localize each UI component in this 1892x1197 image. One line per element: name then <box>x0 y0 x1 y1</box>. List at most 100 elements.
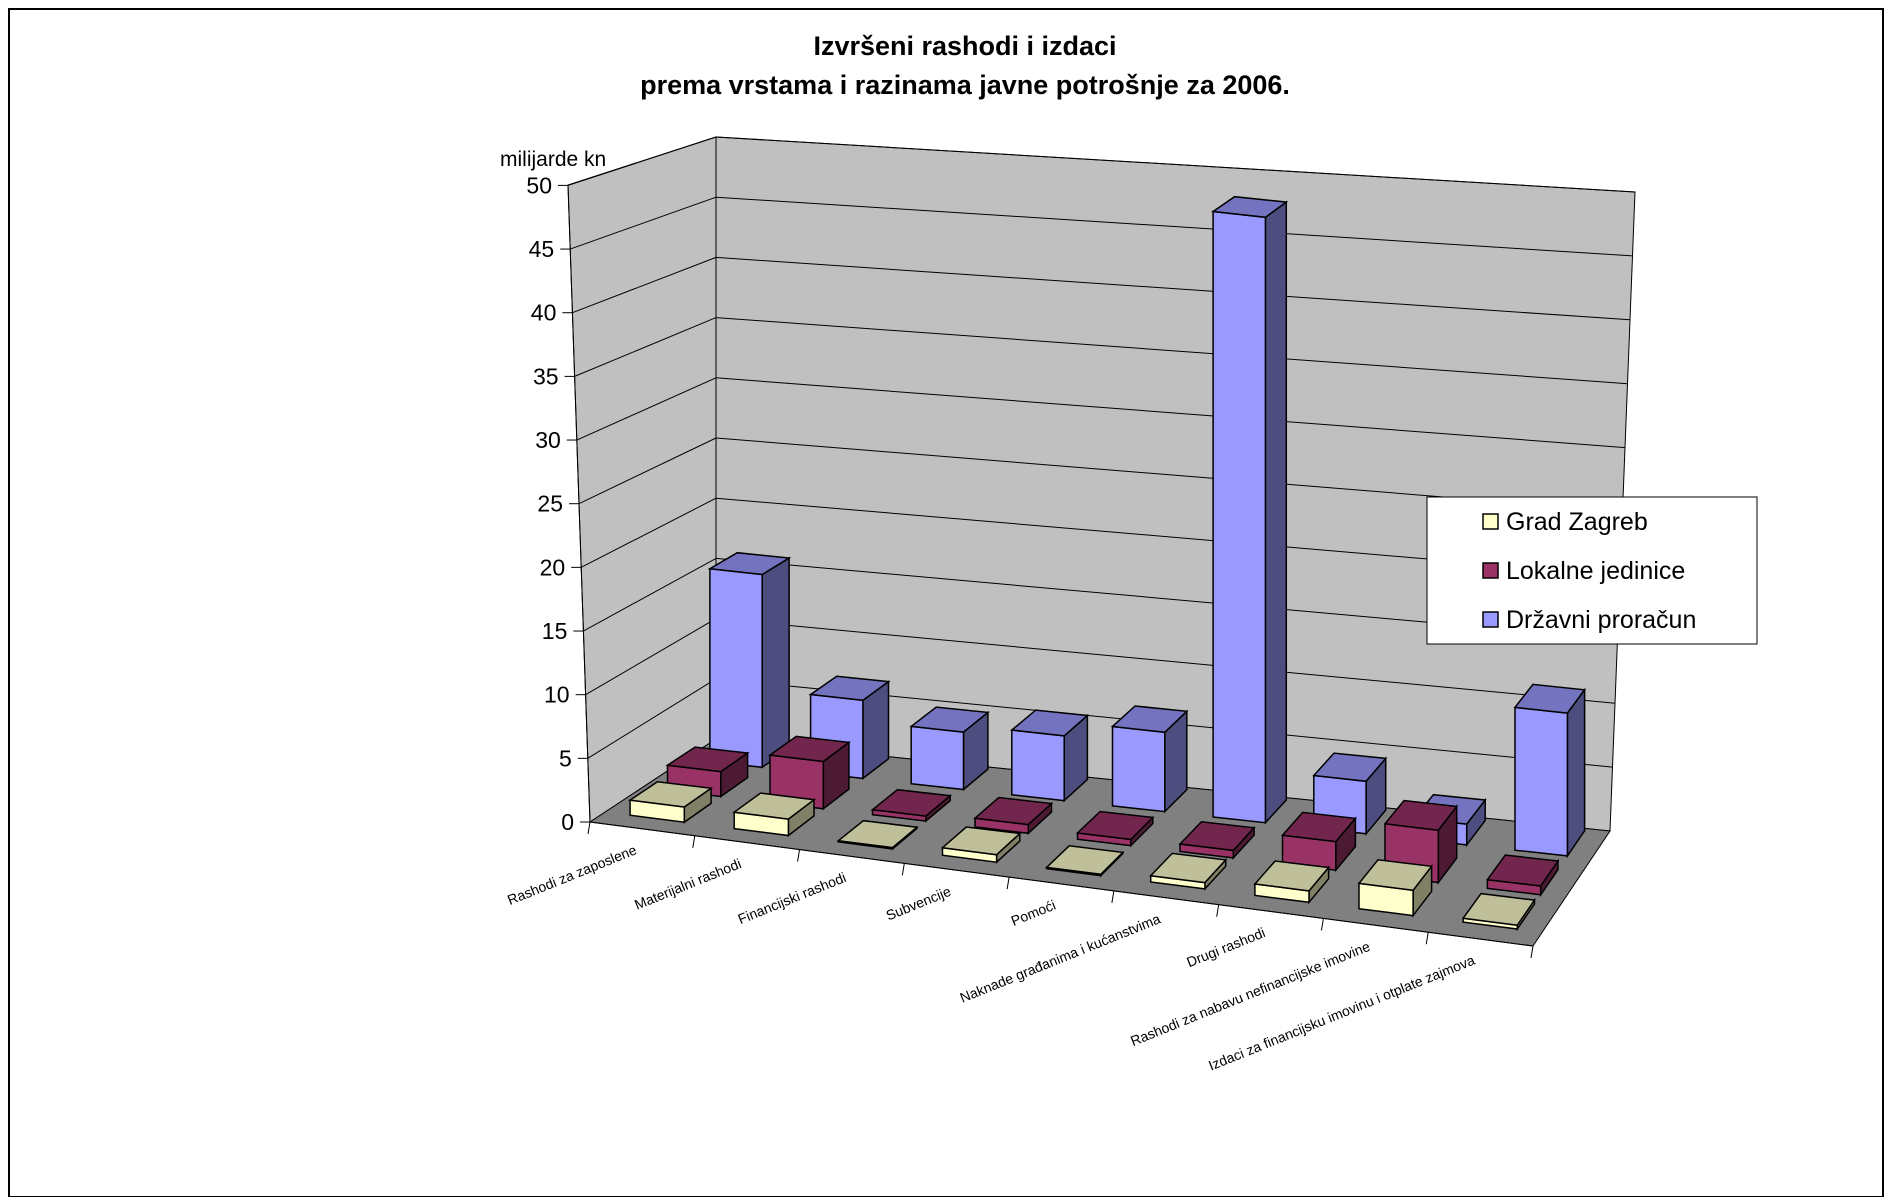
y-axis-unit-label: milijarde kn <box>500 148 606 171</box>
bar <box>628 781 714 824</box>
bar <box>836 819 919 851</box>
gridline-side <box>570 196 717 250</box>
gridline-back <box>715 317 1628 385</box>
gridline-side <box>567 136 717 186</box>
x-tick-mark <box>1425 932 1429 945</box>
legend-label: Državni proračun <box>1506 606 1696 634</box>
bar <box>1009 709 1090 803</box>
bar-top-face <box>1044 845 1125 876</box>
gridline-side <box>580 497 717 568</box>
gridline-side <box>585 618 717 696</box>
bar-top-face <box>628 781 714 808</box>
legend-swatch <box>1482 562 1499 579</box>
bar-top-face <box>940 826 1022 856</box>
bar-side-face <box>1566 687 1586 859</box>
x-tick-mark <box>1216 904 1220 917</box>
bar <box>1149 852 1228 891</box>
bar-side-face <box>761 556 790 769</box>
gridline-side <box>572 256 717 314</box>
bar <box>1461 892 1536 932</box>
bar-front-face <box>1011 729 1065 802</box>
bar <box>1357 859 1433 918</box>
chart-title-line-1: Izvršeni rashodi i izdaci <box>813 31 1116 61</box>
bar-top-face <box>836 819 919 849</box>
y-tick-label: 20 <box>540 554 566 580</box>
bar-top-face <box>1513 683 1586 714</box>
bar <box>808 675 891 780</box>
bar-top-face <box>870 788 953 817</box>
bar-front-face <box>910 725 965 791</box>
bar-top-face <box>1357 859 1433 892</box>
y-tick-label: 30 <box>535 427 561 453</box>
bar <box>1110 705 1189 814</box>
y-tick-label: 10 <box>544 682 570 708</box>
bar-top-face <box>1280 811 1357 843</box>
bar-top-face <box>1211 195 1289 219</box>
bar-top-face <box>1383 799 1459 831</box>
y-tick-label: 5 <box>559 745 572 771</box>
y-tick-label: 0 <box>561 809 574 835</box>
legend-label: Grad Zagreb <box>1506 508 1648 536</box>
x-tick-mark <box>1530 945 1534 959</box>
bar-top-face <box>707 551 792 576</box>
bar-front-face <box>1514 706 1569 857</box>
gridline-back <box>715 256 1631 321</box>
x-tick-mark <box>587 821 591 835</box>
bar <box>973 796 1054 836</box>
gridline-back <box>715 196 1633 257</box>
gridline-side <box>583 557 717 632</box>
bar-top-face <box>1075 810 1155 841</box>
bar-top-face <box>973 796 1054 826</box>
bar-top-face <box>1178 821 1256 852</box>
gridline-back <box>715 618 1616 704</box>
bar-top-face <box>1009 709 1090 737</box>
bar-front-face <box>1111 725 1166 813</box>
x-axis-line <box>589 821 1534 947</box>
bar-top-face <box>1149 852 1228 884</box>
gridline-back <box>715 136 1636 193</box>
bar <box>1075 810 1155 848</box>
bar <box>1513 683 1586 859</box>
bar-top-face <box>732 792 816 820</box>
y-tick-label: 25 <box>537 491 563 517</box>
legend-box <box>1426 496 1758 645</box>
legend-swatch <box>1482 513 1499 530</box>
gridline-side <box>587 678 717 759</box>
bar-top-face <box>1461 892 1536 927</box>
x-tick-mark <box>901 863 905 876</box>
bar-top-face <box>909 706 990 733</box>
y-tick-label: 45 <box>529 236 555 262</box>
bar-top-face <box>665 746 750 773</box>
y-tick-label: 35 <box>533 363 559 389</box>
gridline-side <box>576 377 717 441</box>
bar <box>1211 195 1289 825</box>
legend-swatch <box>1482 611 1499 628</box>
y-axis-line <box>567 184 591 823</box>
bar <box>707 551 792 769</box>
bar <box>1178 821 1256 860</box>
bar <box>870 788 953 823</box>
x-tick-mark <box>797 849 801 862</box>
legend: Grad Zagreb Lokalne jedinice Državni prora… <box>1426 496 1758 645</box>
bar <box>732 792 816 838</box>
side-wall <box>567 136 717 823</box>
legend-label: Lokalne jedinice <box>1506 557 1685 585</box>
bar-side-face <box>1264 200 1288 825</box>
bar-front-face <box>709 567 763 769</box>
bar <box>1253 860 1331 905</box>
bar-top-face <box>767 735 851 763</box>
bar-top-face <box>1312 752 1388 783</box>
bar-top-face <box>1110 705 1189 734</box>
bars <box>628 195 1586 932</box>
x-tick-mark <box>1111 890 1115 903</box>
gridline-side <box>578 437 717 505</box>
x-tick-mark <box>1320 918 1324 931</box>
chart-title-line-2: prema vrstama i razinama javne potrošnje… <box>640 70 1290 100</box>
bar <box>1486 854 1560 898</box>
bar-top-face <box>1253 860 1331 892</box>
bar <box>909 706 990 792</box>
bar <box>1044 845 1125 878</box>
bar-front-face <box>1212 210 1267 824</box>
gridline-side <box>574 317 717 377</box>
